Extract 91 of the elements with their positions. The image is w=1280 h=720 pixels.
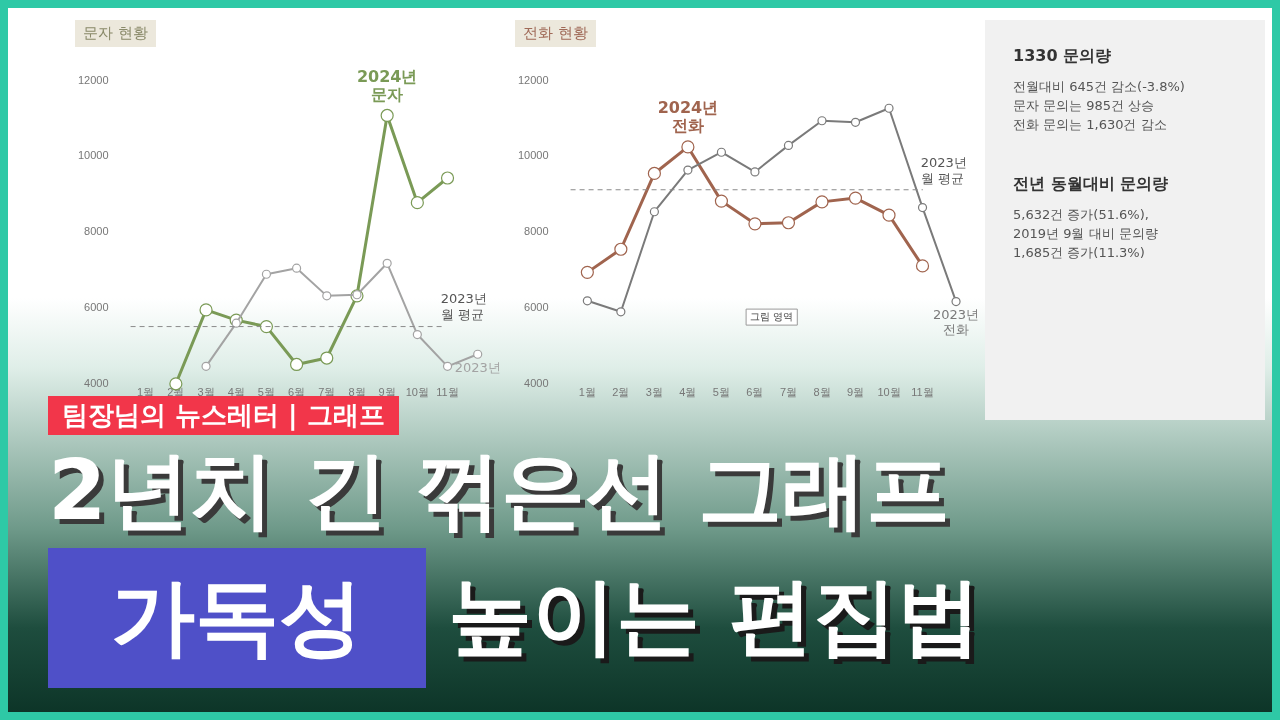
x-tick-label: 4월 <box>679 386 697 399</box>
ref-line-label: 2023년 월 평균 <box>440 291 487 323</box>
point <box>410 196 424 210</box>
x-tick-label: 6월 <box>288 386 306 399</box>
text: 팀장님의 뉴스레터 | 그래프 <box>62 400 385 430</box>
point <box>320 351 334 365</box>
point <box>817 116 827 126</box>
series-label: 2023년 전화 <box>932 307 980 338</box>
point <box>412 329 422 340</box>
point <box>850 117 861 127</box>
point <box>951 296 961 307</box>
x-tick-label: 7월 <box>779 386 798 399</box>
x-tick-label: 8월 <box>813 386 831 399</box>
series-label: 2024년 전화 <box>657 98 719 136</box>
x-tick-label: 10월 <box>405 386 429 399</box>
y-tick-label: 10000 <box>77 149 109 162</box>
text: 전월대비 645건 감소(-3.8%) <box>1013 78 1185 96</box>
y-tick-label: 12000 <box>77 73 109 86</box>
point <box>380 108 394 123</box>
x-tick-label: 3월 <box>197 386 215 399</box>
point <box>616 307 626 317</box>
point <box>292 263 302 273</box>
point <box>783 140 794 151</box>
y-tick-label: 8000 <box>84 225 109 238</box>
point <box>199 303 213 317</box>
y-tick-label: 10000 <box>517 149 549 162</box>
text: 1330 문의량 <box>1013 46 1113 67</box>
point <box>290 357 304 372</box>
x-tick-label: 9월 <box>378 386 396 399</box>
point <box>201 361 211 371</box>
x-tick-label: 11월 <box>911 386 934 399</box>
x-tick-label: 4월 <box>227 386 245 399</box>
x-tick-label: 1월 <box>137 386 155 399</box>
point <box>683 165 693 175</box>
point <box>915 259 930 273</box>
point <box>580 265 594 279</box>
annotation: 그림 영역 <box>750 310 794 322</box>
y-tick-label: 6000 <box>524 301 549 314</box>
x-tick-label: 7월 <box>318 386 336 399</box>
point <box>582 296 592 306</box>
point <box>848 191 863 205</box>
y-tick-label: 8000 <box>524 225 549 238</box>
text: 문자 문의는 985건 상승 <box>1013 97 1156 115</box>
y-tick-label: 12000 <box>517 73 549 86</box>
x-tick-label: 1월 <box>578 386 596 399</box>
text: 전년 동월대비 문의량 <box>1013 174 1169 195</box>
point <box>681 140 695 154</box>
point <box>748 217 762 231</box>
text: 높이는 편집법 <box>448 566 982 667</box>
point <box>261 269 272 279</box>
text: 가독성 <box>48 548 426 688</box>
text: 1,685건 증가(11.3%) <box>1013 244 1146 262</box>
point <box>714 194 729 208</box>
x-tick-label: 3월 <box>645 386 663 399</box>
point <box>917 202 928 213</box>
x-tick-label: 11월 <box>436 386 459 399</box>
point <box>382 258 392 268</box>
point <box>259 319 274 334</box>
point <box>231 318 241 328</box>
series-label: 2023년 <box>454 360 501 376</box>
text: 전화 문의는 1,630건 감소 <box>1013 116 1168 134</box>
y-tick-label: 4000 <box>524 376 549 389</box>
point <box>884 103 894 113</box>
point <box>815 195 829 209</box>
x-tick-label: 10월 <box>877 386 901 399</box>
point <box>716 147 727 157</box>
point <box>473 349 483 359</box>
point <box>649 207 659 217</box>
point <box>750 167 760 177</box>
y-tick-label: 6000 <box>84 301 109 314</box>
series-label: 2024년 문자 <box>356 66 418 104</box>
x-tick-label: 6월 <box>746 386 764 399</box>
point <box>781 216 796 230</box>
x-tick-label: 2월 <box>612 386 630 399</box>
ref-line-label: 2023년 월 평균 <box>920 154 967 186</box>
chart-title: 전화 현황 <box>515 20 596 47</box>
text: 5,632건 증가(51.6%), <box>1013 206 1150 224</box>
text: 2019년 9월 대비 문의량 <box>1013 225 1159 243</box>
point <box>882 208 896 222</box>
x-tick-label: 9월 <box>846 386 865 399</box>
chart-title: 문자 현황 <box>75 20 156 47</box>
x-tick-label: 5월 <box>257 386 275 399</box>
point <box>614 242 628 256</box>
x-tick-label: 5월 <box>712 386 730 399</box>
point <box>440 171 455 185</box>
point <box>442 361 453 371</box>
x-tick-label: 8월 <box>348 386 366 399</box>
point <box>647 166 661 181</box>
point <box>322 291 332 301</box>
y-tick-label: 4000 <box>84 376 109 389</box>
text: 2년치 긴 꺾은선 그래프 <box>48 440 951 541</box>
